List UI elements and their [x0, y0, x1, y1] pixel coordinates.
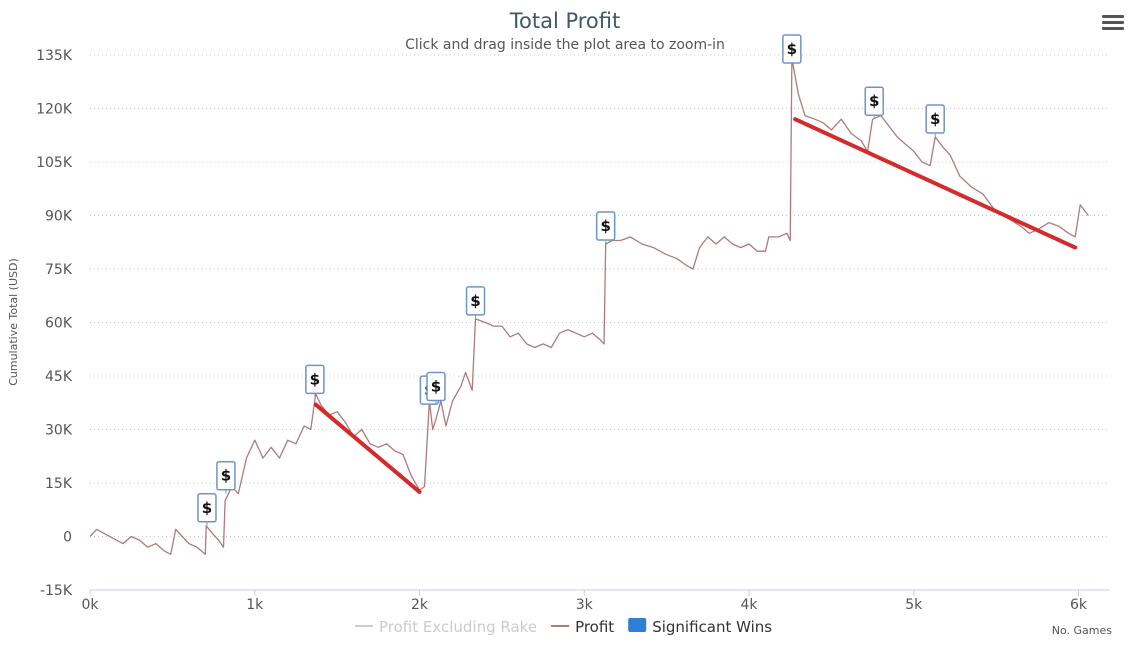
- x-axis-label: No. Games: [1052, 624, 1113, 637]
- flag-label: $: [310, 370, 320, 388]
- legend-item[interactable]: Significant Wins: [628, 618, 772, 636]
- significant-wins-flags: $$$$$$$$$$: [197, 34, 945, 526]
- flag-label: $: [787, 40, 797, 58]
- grid-lines: [90, 54, 1110, 591]
- legend-label: Profit Excluding Rake: [379, 618, 537, 636]
- legend-item[interactable]: Profit Excluding Rake: [355, 618, 537, 636]
- significant-win-flag: $: [426, 371, 446, 405]
- y-tick-label: 135K: [36, 48, 73, 64]
- flag-box: [305, 364, 325, 395]
- legend-label: Profit: [575, 618, 614, 636]
- flag-box: [864, 86, 884, 116]
- significant-win-flag: $: [864, 86, 884, 120]
- y-tick-label: 0: [63, 530, 72, 546]
- significant-win-flag: $: [305, 364, 325, 398]
- y-tick-label: 90K: [45, 209, 73, 225]
- flag-label: $: [470, 292, 480, 310]
- y-axis: -15K 0 15K 30K 45K 60K 75K 90K 105K 120K 135K: [36, 48, 73, 599]
- flag-box: [197, 493, 217, 523]
- significant-win-flag: $: [216, 460, 236, 494]
- y-axis-label: Cumulative Total (USD): [7, 258, 20, 386]
- significant-win-flag: $: [595, 211, 616, 245]
- flag-label: $: [869, 92, 879, 110]
- flag-box: [925, 104, 945, 134]
- y-tick-label: 75K: [45, 262, 73, 278]
- x-tick-label: 5k: [905, 597, 923, 613]
- x-tick-label: 2k: [411, 597, 429, 613]
- y-tick-label: 60K: [45, 316, 73, 332]
- y-tick-label: 45K: [45, 369, 73, 385]
- trend-annotations: [313, 117, 1078, 494]
- y-tick-label: 120K: [36, 102, 73, 118]
- x-tick-label: 6k: [1070, 597, 1088, 613]
- flag-label: $: [600, 217, 610, 235]
- flag-box: [595, 211, 616, 241]
- flag-label: $: [930, 110, 940, 128]
- y-tick-label: 30K: [45, 423, 73, 439]
- significant-win-flag: $: [197, 493, 217, 526]
- x-tick-label: 1k: [246, 597, 264, 613]
- significant-win-flag: $: [465, 286, 486, 319]
- legend-square-symbol: [628, 618, 647, 632]
- y-tick-label: -15K: [40, 583, 73, 599]
- x-tick-label: 0k: [81, 597, 99, 613]
- flag-label: $: [221, 467, 231, 485]
- flag-label: $: [202, 499, 212, 517]
- chart-subtitle: Click and drag inside the plot area to z…: [405, 37, 725, 53]
- flag-box: [782, 34, 802, 64]
- legend-item[interactable]: Profit: [551, 618, 614, 636]
- flag-label: $: [431, 378, 441, 396]
- y-tick-label: 15K: [45, 476, 73, 492]
- significant-win-flag: $: [782, 34, 802, 64]
- legend[interactable]: Profit Excluding Rake Profit Significant W…: [355, 618, 772, 636]
- x-tick-label: 3k: [576, 597, 594, 613]
- legend-label: Significant Wins: [652, 618, 772, 636]
- flag-box: [465, 286, 486, 316]
- flag-box: [426, 371, 446, 402]
- x-tick-label: 4k: [741, 597, 759, 613]
- chart-menu-icon[interactable]: [1098, 12, 1128, 38]
- trend-line: [313, 402, 422, 494]
- flag-box: [216, 460, 236, 491]
- x-axis: 0k 1k 2k 3k 4k 5k 6k: [81, 589, 1110, 613]
- y-tick-label: 105K: [36, 155, 73, 171]
- chart-title: Total Profit: [509, 9, 621, 33]
- trend-line: [793, 117, 1078, 250]
- significant-win-flag: $: [925, 104, 945, 138]
